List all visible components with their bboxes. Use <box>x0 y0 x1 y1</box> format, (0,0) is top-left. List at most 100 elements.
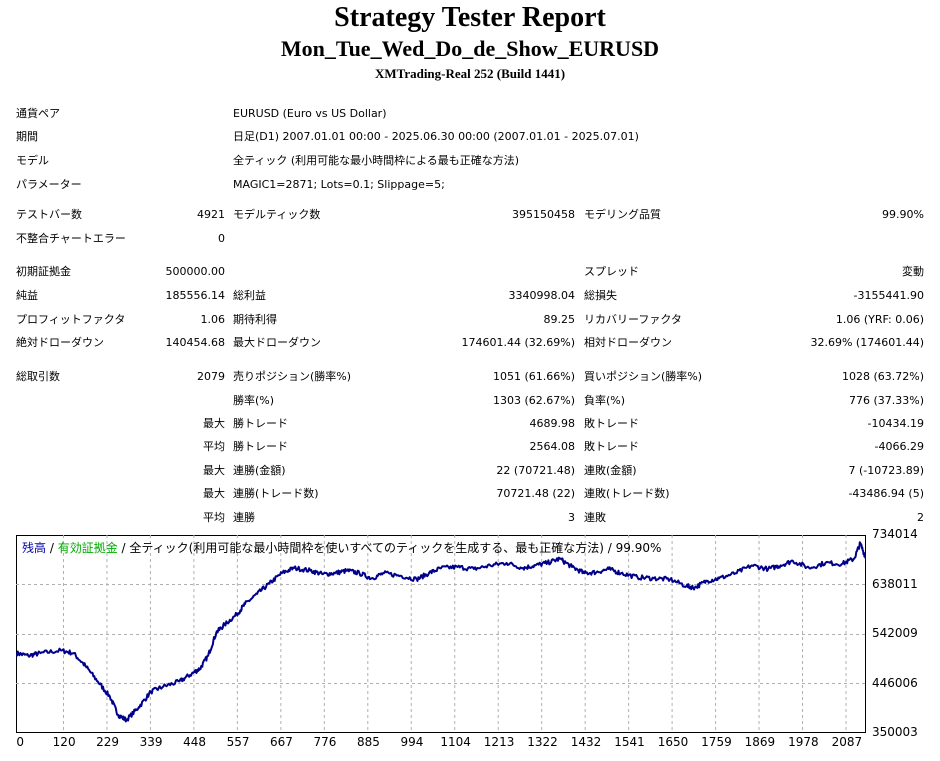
x-tick-label: 1978 <box>788 735 819 749</box>
x-tick-label: 229 <box>96 735 120 749</box>
max-drawdown-label: 最大ドローダウン <box>233 336 321 349</box>
cons-wins-count-value: 70721.48 (22) <box>496 487 575 500</box>
legend-equity: 有効証拠金 <box>57 541 118 555</box>
spread-value: 変動 <box>902 265 924 278</box>
legend-separator: / <box>117 541 130 555</box>
cons-wins-count-label: 連勝(トレード数) <box>233 487 319 500</box>
symbol-label: 通貨ペア <box>16 107 60 120</box>
avg-cons-losses-label: 連敗 <box>584 511 606 524</box>
long-positions-label: 買いポジション(勝率%) <box>584 370 703 383</box>
short-positions-value: 1051 (61.66%) <box>492 370 575 383</box>
x-tick-label: 1869 <box>744 735 776 749</box>
cons-wins-money-value: 22 (70721.48) <box>496 464 575 477</box>
cons-wins-money-label: 連勝(金額) <box>233 464 286 477</box>
balance-series-line <box>16 541 866 723</box>
ticks-value: 395150458 <box>512 208 575 221</box>
model-label: モデル <box>16 154 49 167</box>
cons-losses-count-value: -43486.94 (5) <box>848 487 924 500</box>
avg-cons-losses-value: 2 <box>917 511 924 524</box>
chart-grid <box>16 535 866 733</box>
largest-win-value: 4689.98 <box>529 417 576 430</box>
x-tick-label: 2087 <box>831 735 863 749</box>
balance-chart <box>16 535 866 733</box>
max-drawdown-value: 174601.44 (32.69%) <box>461 336 575 349</box>
y-tick-label: 638011 <box>872 576 918 591</box>
profit-factor-label: プロフィットファクタ <box>16 313 126 326</box>
report-title: Strategy Tester Report <box>334 2 606 33</box>
rel-drawdown-label: 相対ドローダウン <box>584 336 672 349</box>
x-tick-label: 1432 <box>570 735 602 749</box>
gross-profit-label: 総利益 <box>233 289 266 302</box>
legend-separator: / <box>46 541 58 555</box>
x-tick-label: 1541 <box>614 735 645 749</box>
model-value: 全ティック (利用可能な最小時間枠による最も正確な方法) <box>233 154 520 167</box>
profit-factor-value: 1.06 <box>200 313 226 326</box>
gross-loss-label: 総損失 <box>584 289 617 302</box>
loss-rate-value: 776 (37.33%) <box>848 394 924 407</box>
gross-loss-value: -3155441.90 <box>853 289 924 302</box>
abs-drawdown-value: 140454.68 <box>165 336 226 349</box>
x-tick-label: 667 <box>270 735 293 749</box>
avg-win-label: 勝トレード <box>233 440 288 453</box>
chart-legend: 残高 / 有効証拠金 / 全ティック(利用可能な最小時間枠を使いすべてのティック… <box>22 539 661 556</box>
x-tick-label: 1759 <box>701 735 732 749</box>
max-word-1: 最大 <box>203 417 225 430</box>
max-word-3: 最大 <box>203 487 225 500</box>
x-tick-label: 557 <box>226 735 250 749</box>
x-tick-label: 1213 <box>483 735 515 749</box>
avg-cons-wins-value: 3 <box>568 511 575 524</box>
x-tick-label: 0 <box>16 735 25 749</box>
recovery-factor-value: 1.06 (YRF: 0.06) <box>835 313 924 326</box>
cons-losses-money-value: 7 (-10723.89) <box>848 464 924 477</box>
abs-drawdown-label: 絶対ドローダウン <box>16 336 104 349</box>
params-label: パラメーター <box>16 178 82 191</box>
x-tick-label: 1104 <box>440 735 471 749</box>
avg-cons-wins-label: 連勝 <box>233 511 255 524</box>
expected-payoff-value: 89.25 <box>543 313 576 326</box>
cons-losses-money-label: 連敗(金額) <box>584 464 637 477</box>
long-positions-value: 1028 (63.72%) <box>841 370 924 383</box>
legend-model-description: 全ティック(利用可能な最小時間枠を使いすべてのティックを生成する、最も正確な方法… <box>129 541 662 555</box>
loss-rate-label: 負率(%) <box>584 394 626 407</box>
params-value: MAGIC1=2871; Lots=0.1; Slippage=5; <box>233 178 445 191</box>
total-trades-value: 2079 <box>197 370 225 383</box>
x-tick-label: 120 <box>52 735 76 749</box>
y-tick-label: 446006 <box>872 675 918 690</box>
total-trades-label: 総取引数 <box>16 370 60 383</box>
net-profit-value: 185556.14 <box>165 289 226 302</box>
legend-balance: 残高 <box>22 541 47 555</box>
x-tick-label: 448 <box>183 735 206 749</box>
avg-loss-label: 敗トレード <box>584 440 639 453</box>
server-build: XMTrading-Real 252 (Build 1441) <box>374 66 566 81</box>
win-rate-value: 1303 (62.67%) <box>492 394 575 407</box>
net-profit-label: 純益 <box>16 289 38 302</box>
symbol-value: EURUSD (Euro vs US Dollar) <box>233 107 387 120</box>
bars-value: 4921 <box>197 208 225 221</box>
avg-win-value: 2564.08 <box>529 440 576 453</box>
win-rate-label: 勝率(%) <box>233 394 275 407</box>
quality-value: 99.90% <box>882 208 924 221</box>
avg-word-2: 平均 <box>203 511 225 524</box>
y-tick-label: 350003 <box>872 725 918 739</box>
recovery-factor-label: リカバリーファクタ <box>584 313 682 326</box>
x-tick-label: 776 <box>313 735 337 749</box>
y-tick-label: 734014 <box>872 527 918 541</box>
spread-label: スプレッド <box>584 265 639 278</box>
gross-profit-value: 3340998.04 <box>508 289 575 302</box>
x-tick-label: 994 <box>400 735 424 749</box>
deposit-label: 初期証拠金 <box>16 265 71 278</box>
deposit-value: 500000.00 <box>165 265 226 278</box>
largest-loss-label: 敗トレード <box>584 417 639 430</box>
x-tick-label: 1322 <box>527 735 558 749</box>
quality-label: モデリング品質 <box>584 208 661 221</box>
rel-drawdown-value: 32.69% (174601.44) <box>810 336 924 349</box>
mismatch-label: 不整合チャートエラー <box>16 232 126 245</box>
cons-losses-count-label: 連敗(トレード数) <box>584 487 670 500</box>
y-tick-label: 542009 <box>872 626 918 640</box>
largest-win-label: 勝トレード <box>233 417 288 430</box>
expert-name: Mon_Tue_Wed_Do_de_Show_EURUSD <box>280 36 660 61</box>
period-label: 期間 <box>16 130 38 143</box>
max-word-2: 最大 <box>203 464 225 477</box>
bars-label: テストバー数 <box>16 208 82 221</box>
ticks-label: モデルティック数 <box>233 208 321 221</box>
